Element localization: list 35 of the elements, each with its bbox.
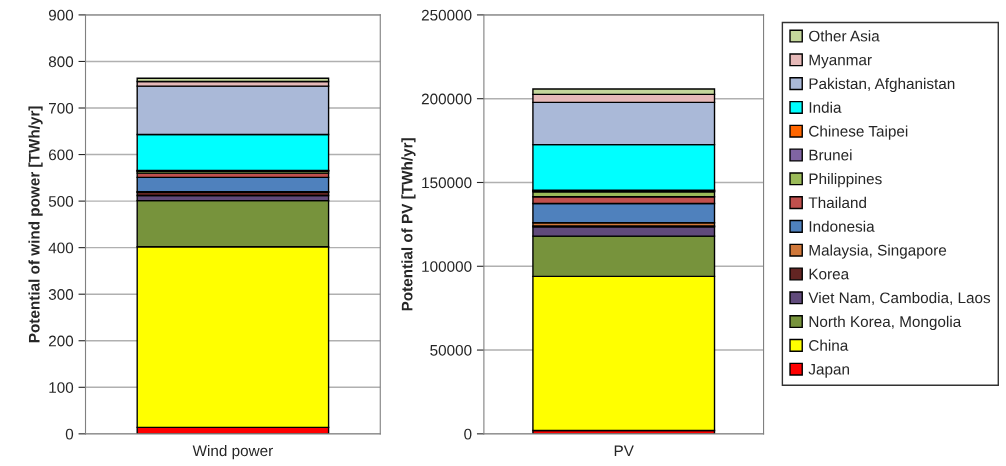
legend-label: Japan [808,363,849,378]
legend-label: Philippines [809,173,882,188]
y-tick-label: 0 [65,428,74,440]
x-tick-label: PV [614,445,634,457]
legend-label: Korea [809,268,850,280]
y-axis-title: Potential of PV [TWh/yr] [401,138,416,311]
legend-label: Thailand [808,196,866,209]
y-tick-label: 100 [49,382,74,393]
legend-label: Other Asia [809,30,880,42]
legend-label: Chinese Taipei [809,125,908,140]
y-tick-label: 200 [48,335,74,347]
y-tick-label: 700 [49,102,74,114]
y-tick-label: 150000 [422,177,472,189]
legend-label: Viet Nam, Cambodia, Laos [808,292,991,306]
legend-label: China [809,339,849,351]
legend-label: Indonesia [809,220,875,232]
y-tick-label: 400 [48,242,74,254]
y-tick-label: 600 [48,149,74,161]
y-tick-label: 900 [48,9,74,21]
legend-label: Pakistan, Afghanistan [809,77,955,93]
y-tick-label: 800 [48,56,74,68]
legend-label: India [809,101,842,113]
y-tick-label: 250000 [421,9,472,21]
y-tick-label: 500 [48,195,74,207]
y-tick-label: 50000 [430,344,472,356]
y-tick-label: 200000 [421,93,472,105]
legend-label: Myanmar [809,54,872,69]
y-axis-title: Potential of wind power [TWh/yr] [28,106,43,343]
legend-label: Malaysia, Singapore [809,244,947,259]
x-tick-label: Wind power [192,444,273,460]
y-tick-label: 300 [48,289,74,300]
y-tick-label: 0 [464,428,472,440]
legend-label: Brunei [809,149,852,161]
legend-label: North Korea, Mongolia [809,315,962,331]
y-tick-label: 100000 [422,261,472,272]
